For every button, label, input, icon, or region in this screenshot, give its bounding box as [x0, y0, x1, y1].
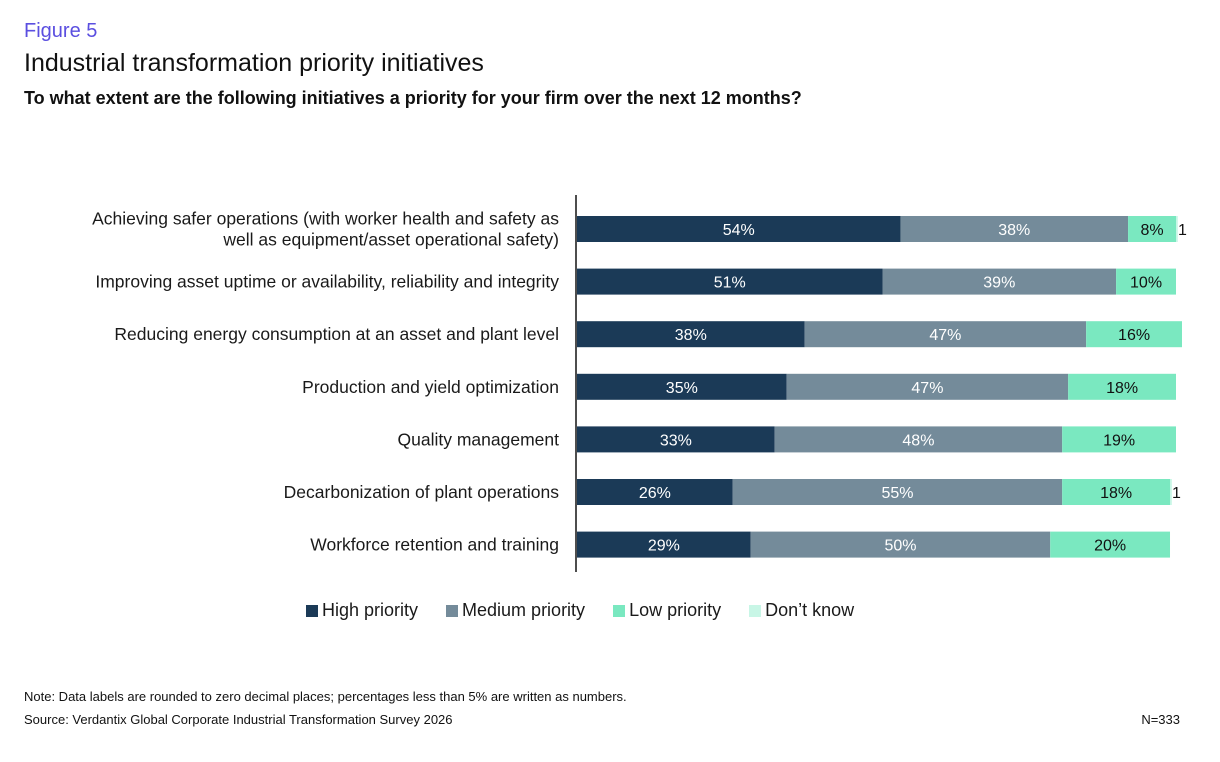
bar-segment [577, 321, 805, 348]
bar-segment [577, 268, 883, 295]
category-label: well as equipment/asset operational safe… [222, 230, 559, 250]
chart-legend: High priority Medium priority Low priority… [306, 600, 854, 621]
category-label: Decarbonization of plant operations [284, 482, 560, 502]
bar-segment [882, 268, 1117, 295]
data-label: 54% [723, 222, 755, 239]
legend-item: High priority [306, 600, 418, 621]
data-label: 55% [881, 485, 913, 502]
bar-segment [577, 531, 751, 558]
footnote: Note: Data labels are rounded to zero de… [24, 689, 627, 704]
data-label: 1 [1178, 222, 1187, 239]
bar-segment [1068, 373, 1176, 400]
chart-title: Industrial transformation priority initi… [24, 49, 484, 77]
data-label: 10% [1130, 275, 1162, 292]
category-label: Improving asset uptime or availability, … [95, 272, 559, 292]
legend-swatch [306, 604, 318, 617]
legend-label: Don’t know [765, 600, 855, 620]
category-label: Achieving safer operations (with worker … [92, 209, 559, 229]
bar-segment [1086, 321, 1182, 348]
survey-question: To what extent are the following initiat… [24, 88, 802, 108]
category-label: Production and yield optimization [302, 377, 559, 397]
data-label: 1 [1172, 485, 1181, 502]
data-label: 51% [714, 275, 746, 292]
bar-segment [804, 321, 1087, 348]
bar-segment [1116, 268, 1176, 295]
category-label: Reducing energy consumption at an asset … [114, 324, 559, 344]
stacked-bar-chart: Achieving safer operations (with worker … [92, 195, 1187, 572]
legend-swatch [749, 604, 762, 617]
legend-item: Low priority [613, 600, 721, 621]
data-label: 48% [902, 432, 934, 449]
legend-label: Low priority [629, 600, 722, 620]
data-label: 33% [660, 432, 692, 449]
bar-segment [1128, 216, 1176, 242]
legend-swatch [446, 604, 459, 617]
legend-label: High priority [322, 600, 419, 620]
bar-segment [1062, 479, 1171, 505]
data-label: 19% [1103, 432, 1135, 449]
data-label: 35% [666, 380, 698, 397]
legend-label: Medium priority [462, 600, 586, 620]
data-label: 18% [1106, 380, 1138, 397]
bar-segment [774, 426, 1063, 453]
bar-segment [732, 479, 1063, 505]
sample-size: N=333 [1141, 712, 1180, 727]
data-label: 38% [675, 327, 707, 344]
legend-swatch [613, 604, 626, 617]
bar-segment [577, 216, 901, 242]
data-label: 47% [929, 327, 961, 344]
bar-segment [900, 216, 1129, 242]
bar-segment [1170, 479, 1172, 505]
bar-segment [577, 373, 787, 400]
data-label: 38% [998, 222, 1030, 239]
bar-segment [577, 426, 775, 453]
data-label: 26% [639, 485, 671, 502]
figure-label: Figure 5 [24, 20, 98, 42]
data-label: 29% [648, 538, 680, 555]
bar-segment [1176, 216, 1178, 242]
bar-segment [577, 479, 733, 505]
data-label: 16% [1118, 327, 1150, 344]
bar-segment [786, 373, 1069, 400]
category-label: Quality management [398, 429, 560, 449]
data-label: 39% [983, 275, 1015, 292]
bar-segment [1062, 426, 1176, 453]
category-label: Workforce retention and training [310, 535, 559, 555]
legend-item: Don’t know [749, 600, 854, 621]
bar-segment [750, 531, 1051, 558]
bar-segment [1050, 531, 1171, 558]
data-label: 20% [1094, 538, 1126, 555]
data-label: 47% [911, 380, 943, 397]
legend-item: Medium priority [446, 600, 585, 621]
source-line: Source: Verdantix Global Corporate Indus… [24, 712, 453, 727]
data-label: 8% [1140, 222, 1163, 239]
data-label: 50% [884, 538, 916, 555]
data-label: 18% [1100, 485, 1132, 502]
